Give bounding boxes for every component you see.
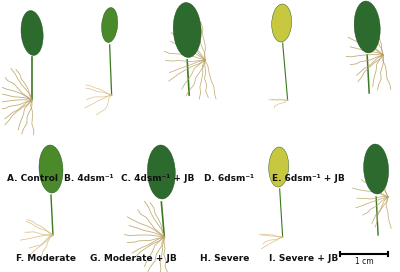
Text: 1 cm: 1 cm xyxy=(355,256,374,266)
Text: I. Severe + JB: I. Severe + JB xyxy=(269,254,338,263)
Ellipse shape xyxy=(148,145,175,199)
Text: F. Moderate: F. Moderate xyxy=(16,254,76,263)
Text: B. 4dsm⁻¹: B. 4dsm⁻¹ xyxy=(64,174,114,183)
Ellipse shape xyxy=(39,145,63,193)
Ellipse shape xyxy=(364,144,389,194)
Ellipse shape xyxy=(354,1,380,53)
Text: G. Moderate + JB: G. Moderate + JB xyxy=(90,254,177,263)
Text: D. 6dsm⁻¹: D. 6dsm⁻¹ xyxy=(204,174,254,183)
Text: C. 4dsm⁻¹ + JB: C. 4dsm⁻¹ + JB xyxy=(121,174,194,183)
Ellipse shape xyxy=(21,11,43,55)
Ellipse shape xyxy=(272,4,292,42)
Ellipse shape xyxy=(269,147,289,187)
Ellipse shape xyxy=(173,2,201,57)
Text: A. Control: A. Control xyxy=(6,174,58,183)
Text: E. 6dsm⁻¹ + JB: E. 6dsm⁻¹ + JB xyxy=(272,174,345,183)
Ellipse shape xyxy=(102,8,118,42)
Text: H. Severe: H. Severe xyxy=(200,254,250,263)
